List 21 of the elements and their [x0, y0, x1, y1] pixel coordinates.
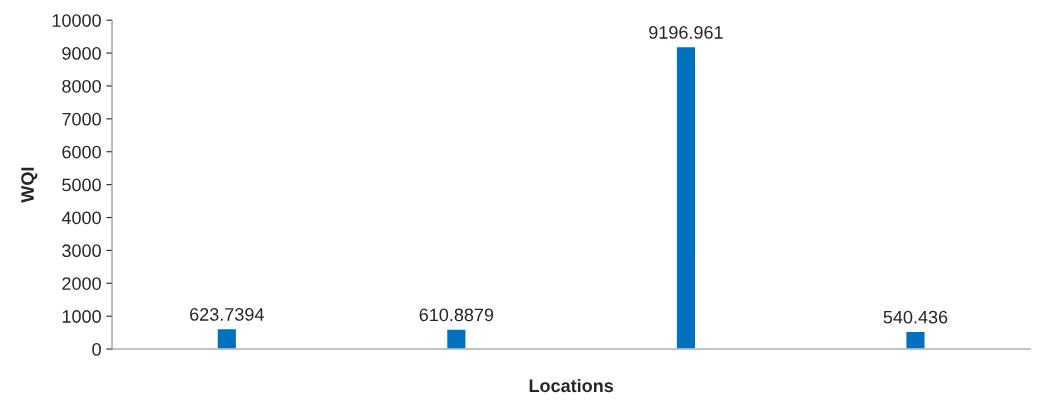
data-label: 9196.961 [649, 26, 723, 39]
y-tick-label: 9000 [62, 47, 101, 60]
y-tick-label: 10000 [52, 14, 101, 27]
x-axis-title: Locations [529, 378, 614, 393]
y-tick-label: 6000 [62, 145, 101, 159]
bar [675, 45, 697, 350]
y-tick-label: 5000 [62, 178, 101, 192]
bar [445, 328, 467, 350]
y-tick-label: 7000 [62, 112, 101, 126]
data-label: 623.7394 [190, 308, 264, 321]
y-tick-label: 4000 [61, 211, 101, 225]
bar [905, 330, 926, 350]
bar [216, 327, 238, 350]
y-tick-label: 1000 [62, 310, 101, 323]
y-tick-label: 8000 [62, 79, 101, 93]
data-label: 540.436 [883, 310, 948, 324]
y-tick-label: 3000 [62, 244, 101, 258]
y-axis-title: WQI [21, 167, 38, 203]
data-label: 610.8879 [419, 308, 494, 322]
y-tick-label: 2000 [62, 277, 101, 290]
y-tick-label: 0 [92, 342, 101, 356]
